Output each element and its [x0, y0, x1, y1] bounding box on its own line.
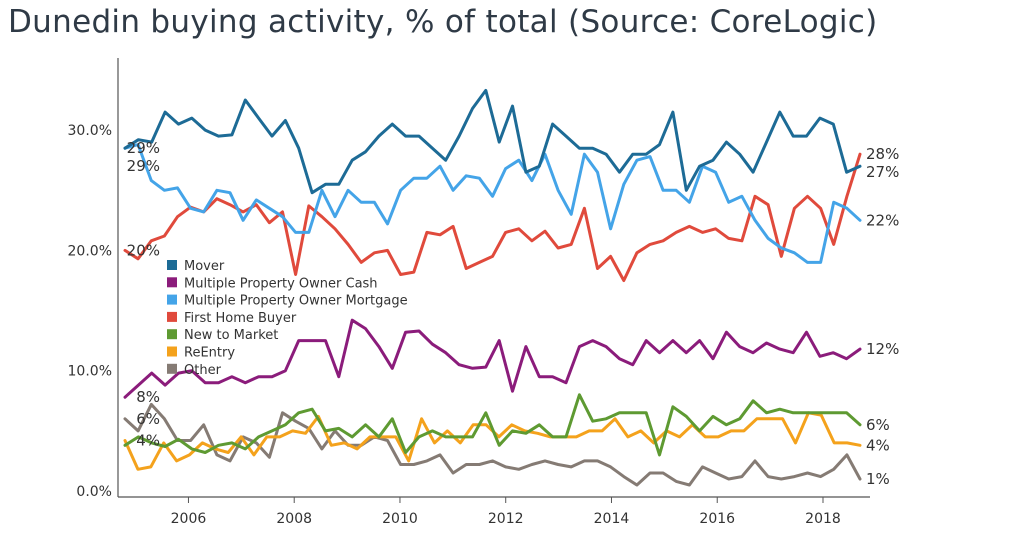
series-lines	[123, 88, 862, 487]
x-tick-label: 2012	[488, 511, 524, 527]
start-value-label: 20%	[127, 241, 160, 259]
legend-swatch	[167, 346, 177, 357]
end-value-label: 22%	[866, 211, 899, 229]
y-tick-label: 10.0%	[68, 364, 112, 380]
x-tick-label: 2016	[699, 511, 735, 527]
legend-label: First Home Buyer	[184, 311, 297, 326]
end-value-label: 12%	[866, 340, 899, 358]
legend-label: Multiple Property Owner Cash	[184, 276, 378, 291]
y-tick-label: 30.0%	[68, 123, 112, 139]
series-line-multiple-property-owner-mortgage	[123, 143, 862, 264]
series-line-first-home-buyer	[123, 152, 862, 282]
x-tick-label: 2006	[171, 511, 207, 527]
legend-swatch	[167, 329, 177, 340]
legend-label: Mover	[184, 259, 225, 274]
start-value-label: 4%	[136, 431, 160, 449]
y-tick-label: 20.0%	[68, 243, 112, 259]
series-line-new-to-market	[123, 393, 862, 457]
end-value-label: 4%	[866, 436, 890, 454]
start-value-label: 29%	[127, 139, 160, 157]
start-value-label: 6%	[136, 410, 160, 428]
start-value-label: 8%	[136, 388, 160, 406]
series-line-multiple-property-owner-cash	[123, 318, 862, 399]
end-value-label: 28%	[866, 145, 899, 163]
end-value-label: 27%	[866, 163, 899, 181]
legend-label: Multiple Property Owner Mortgage	[184, 294, 408, 309]
x-tick-label: 2018	[805, 511, 841, 527]
chart-title: Dunedin buying activity, % of total (Sou…	[8, 4, 878, 40]
start-value-label: 29%	[127, 157, 160, 175]
end-value-label: 1%	[866, 470, 890, 488]
y-tick-label: 0.0%	[76, 484, 112, 500]
series-end-labels: 29%29% 20% 8% 6% 4% 28%27% 22% 12% 6% 4% 1%	[127, 139, 900, 488]
legend-swatch	[167, 311, 177, 322]
legend-swatch	[167, 277, 177, 288]
x-tick-label: 2010	[382, 511, 418, 527]
legend-swatch	[167, 363, 177, 374]
axes: 0.0% 10.0% 20.0% 30.0% 2006 2008 2010 2012 2014 2…	[68, 58, 870, 527]
x-tick-label: 2014	[594, 511, 630, 527]
legend: Mover Multiple Property Owner Cash Multipl…	[167, 259, 408, 378]
legend-label: New to Market	[184, 328, 278, 343]
series-line-other	[123, 402, 862, 487]
legend-swatch	[167, 294, 177, 305]
legend-swatch	[167, 260, 177, 270]
end-value-label: 6%	[866, 416, 890, 434]
legend-label: Other	[184, 363, 222, 378]
x-tick-label: 2008	[276, 511, 312, 527]
series-line-mover	[123, 88, 862, 195]
legend-label: ReEntry	[184, 346, 235, 361]
